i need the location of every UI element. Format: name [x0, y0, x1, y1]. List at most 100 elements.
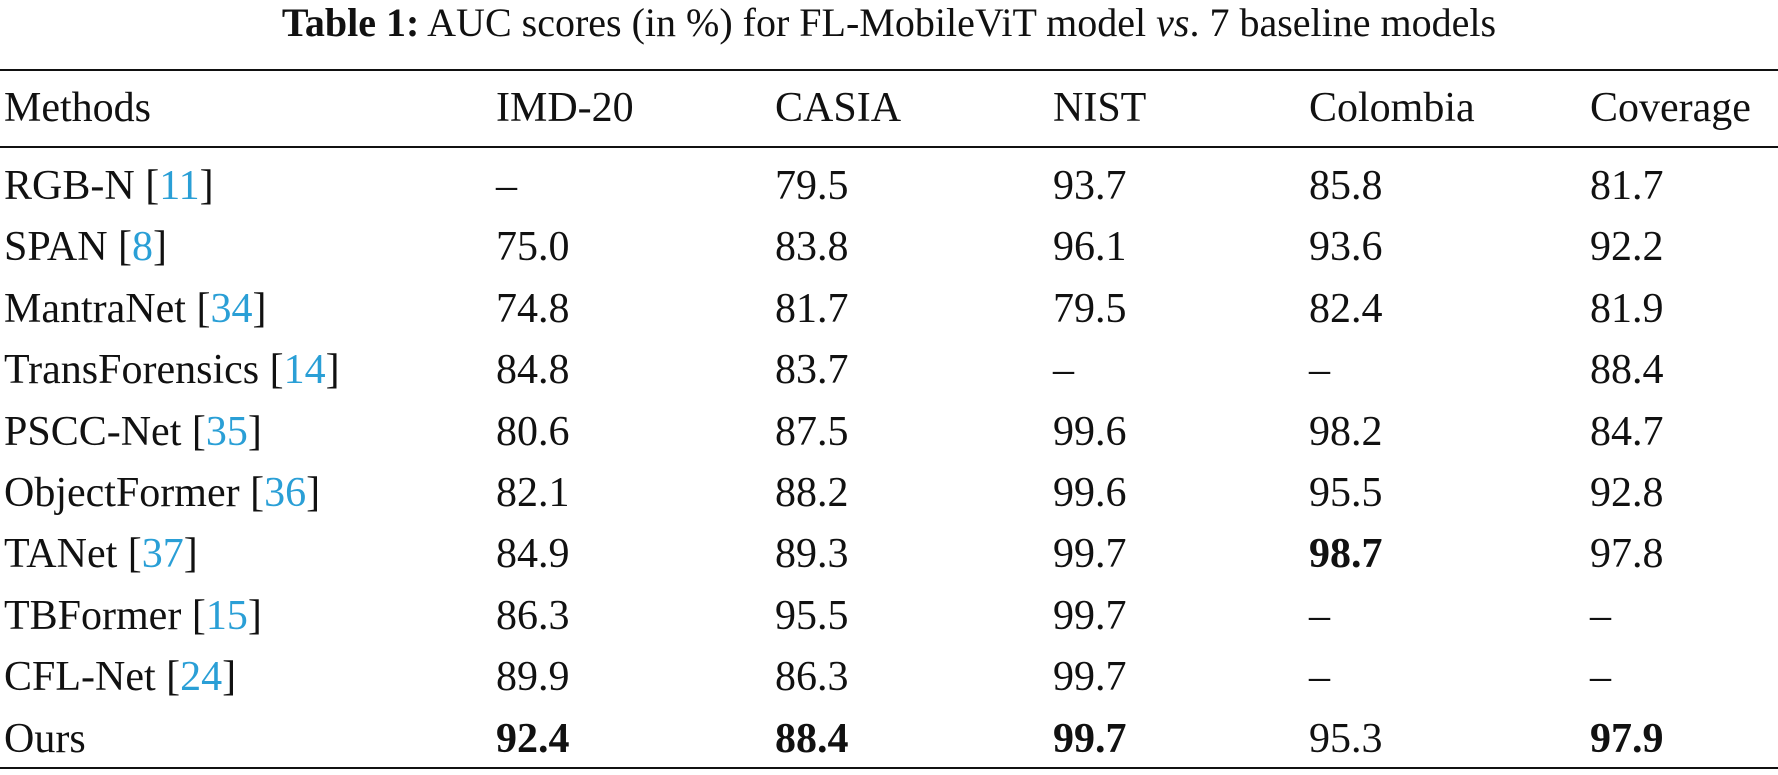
table-row: MantraNet [34] 74.8 81.7 79.5 82.4 81.9: [0, 279, 1778, 339]
method-name: TransForensics: [4, 347, 260, 394]
header-coverage: Coverage: [1590, 85, 1751, 131]
method-name: PSCC-Net: [4, 408, 182, 455]
score-cell: 86.3: [775, 654, 849, 701]
score-cell: 89.3: [775, 531, 849, 578]
score-cell: 84.8: [496, 347, 570, 394]
score-cell: 82.1: [496, 470, 570, 516]
table-label: Table 1:: [281, 0, 420, 45]
score-cell: 88.2: [775, 470, 849, 516]
score-cell: 87.5: [775, 408, 849, 455]
method-cell: TransForensics [14]: [4, 347, 340, 394]
citation-link[interactable]: 37: [141, 531, 184, 578]
table-row: TransForensics [14] 84.8 83.7 – – 88.4: [0, 340, 1778, 400]
score-cell: 83.8: [775, 224, 849, 271]
method-name: MantraNet: [4, 285, 186, 332]
header-rule: [0, 146, 1778, 148]
score-cell: 75.0: [496, 224, 570, 271]
header-nist: NIST: [1053, 85, 1147, 131]
method-cell: TANet [37]: [4, 531, 198, 578]
caption-vs: vs: [1156, 0, 1190, 45]
method-cell: ObjectFormer [36]: [4, 470, 321, 516]
table-row: Ours 92.4 88.4 99.7 95.3 97.9: [0, 709, 1778, 769]
score-cell: 82.4: [1309, 285, 1383, 332]
score-cell: 85.8: [1309, 163, 1383, 209]
score-cell: 79.5: [1053, 285, 1127, 332]
score-cell: 84.7: [1590, 408, 1664, 455]
method-cell: RGB-N [11]: [4, 163, 214, 209]
score-cell: 80.6: [496, 408, 570, 455]
table-row: RGB-N [11] – 79.5 93.7 85.8 81.7: [0, 156, 1778, 216]
score-cell: 92.2: [1590, 224, 1664, 271]
table-row: PSCC-Net [35] 80.6 87.5 99.6 98.2 84.7: [0, 402, 1778, 462]
score-cell: 98.2: [1309, 408, 1383, 455]
header-row: Methods IMD-20 CASIA NIST Colombia Cover…: [0, 78, 1778, 138]
score-cell: 97.8: [1590, 531, 1664, 578]
citation-link[interactable]: 8: [132, 224, 154, 271]
score-cell: 99.7: [1053, 531, 1127, 578]
score-cell: 95.5: [1309, 470, 1383, 516]
method-name: TANet: [4, 531, 118, 578]
score-cell: –: [1053, 347, 1074, 394]
table-row: TANet [37] 84.9 89.3 99.7 98.7 97.8: [0, 524, 1778, 584]
score-cell: 96.1: [1053, 224, 1127, 271]
header-imd20: IMD-20: [496, 85, 634, 131]
score-cell: 81.7: [1590, 163, 1664, 209]
score-cell: –: [1590, 592, 1611, 639]
score-cell: 84.9: [496, 531, 570, 578]
method-cell: PSCC-Net [35]: [4, 408, 262, 455]
citation-link[interactable]: 36: [264, 470, 307, 516]
score-cell: –: [1309, 654, 1330, 701]
method-cell: SPAN [8]: [4, 224, 168, 271]
score-cell: 93.6: [1309, 224, 1383, 271]
score-cell: 89.9: [496, 654, 570, 701]
method-name: SPAN: [4, 224, 108, 271]
score-cell: 92.4: [496, 715, 570, 762]
method-name: TBFormer: [4, 592, 182, 639]
table-caption: Table 1: AUC scores (in %) for FL-Mobile…: [0, 0, 1778, 46]
method-cell: Ours: [4, 709, 86, 769]
score-cell: 92.8: [1590, 470, 1664, 516]
table-row: SPAN [8] 75.0 83.8 96.1 93.6 92.2: [0, 217, 1778, 277]
table-row: CFL-Net [24] 89.9 86.3 99.7 – –: [0, 647, 1778, 707]
score-cell: 88.4: [775, 715, 849, 762]
bottom-rule: [0, 767, 1778, 769]
header-methods: Methods: [4, 85, 151, 131]
method-cell: MantraNet [34]: [4, 285, 267, 332]
method-name: RGB-N: [4, 163, 135, 209]
score-cell: 83.7: [775, 347, 849, 394]
method-name: CFL-Net: [4, 654, 156, 701]
citation-link[interactable]: 15: [205, 592, 248, 639]
score-cell: –: [1309, 592, 1330, 639]
method-name: ObjectFormer: [4, 470, 240, 516]
score-cell: 99.6: [1053, 408, 1127, 455]
method-name: Ours: [4, 715, 86, 762]
score-cell: –: [496, 163, 517, 209]
score-cell: 88.4: [1590, 347, 1664, 394]
score-cell: 86.3: [496, 592, 570, 639]
score-cell: 79.5: [775, 163, 849, 209]
citation-link[interactable]: 34: [210, 285, 253, 332]
citation-link[interactable]: 35: [205, 408, 248, 455]
score-cell: –: [1309, 347, 1330, 394]
top-rule: [0, 69, 1778, 71]
citation-link[interactable]: 24: [180, 654, 223, 701]
header-colombia: Colombia: [1309, 85, 1475, 131]
method-cell: CFL-Net [24]: [4, 654, 237, 701]
score-cell: 93.7: [1053, 163, 1127, 209]
citation-link[interactable]: 11: [159, 163, 200, 209]
caption-text-after: . 7 baseline models: [1189, 0, 1497, 45]
score-cell: 99.7: [1053, 592, 1127, 639]
table-row: ObjectFormer [36] 82.1 88.2 99.6 95.5 92.8: [0, 463, 1778, 523]
score-cell: 81.7: [775, 285, 849, 332]
method-cell: TBFormer [15]: [4, 592, 262, 639]
score-cell: 98.7: [1309, 531, 1383, 578]
citation-link[interactable]: 14: [283, 347, 326, 394]
score-cell: 95.5: [775, 592, 849, 639]
score-cell: –: [1590, 654, 1611, 701]
table-row: TBFormer [15] 86.3 95.5 99.7 – –: [0, 586, 1778, 646]
caption-text-before: AUC scores (in %) for FL-MobileViT model: [427, 0, 1147, 45]
score-cell: 99.7: [1053, 715, 1127, 762]
score-cell: 81.9: [1590, 285, 1664, 332]
header-casia: CASIA: [775, 85, 902, 131]
score-cell: 97.9: [1590, 715, 1664, 762]
